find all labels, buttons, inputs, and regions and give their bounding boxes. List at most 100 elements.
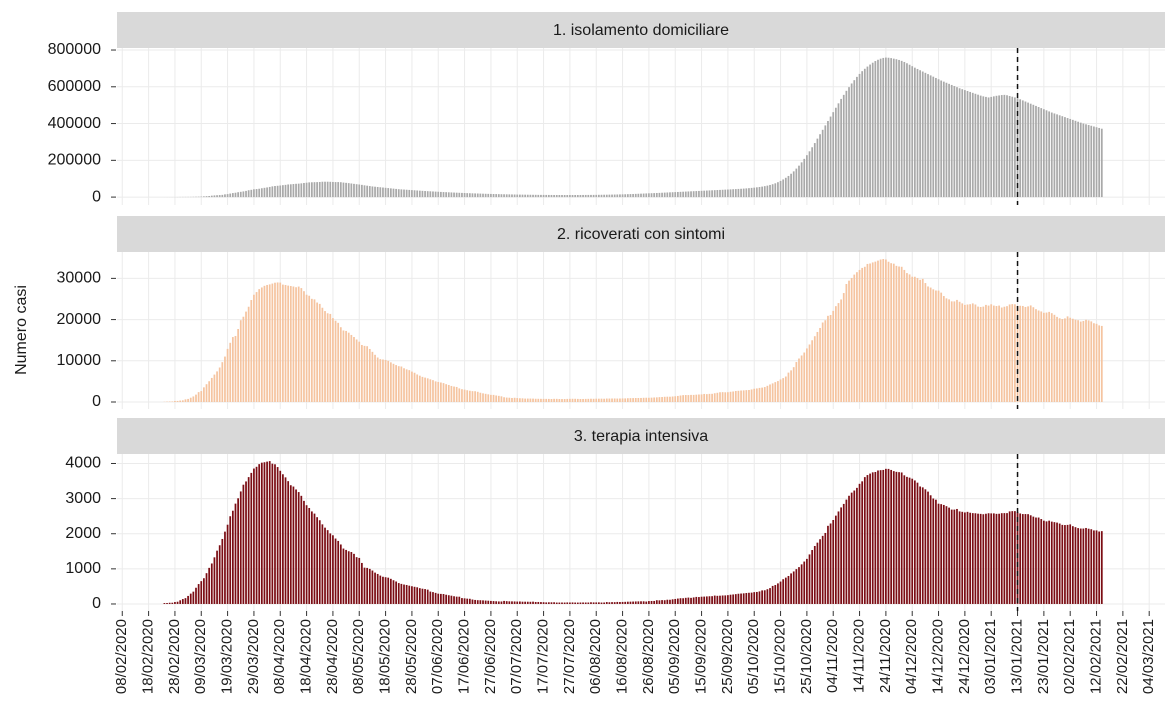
bar bbox=[708, 393, 711, 402]
bar bbox=[732, 391, 735, 402]
bar bbox=[695, 394, 698, 402]
bar bbox=[716, 190, 719, 198]
x-tick-label: 12/02/2021 bbox=[1088, 619, 1105, 694]
bar bbox=[850, 492, 853, 604]
bar bbox=[658, 397, 661, 402]
bar bbox=[266, 284, 268, 402]
bar bbox=[411, 586, 413, 604]
bar bbox=[676, 395, 679, 402]
x-tick-label: 28/05/2020 bbox=[403, 619, 420, 694]
bar bbox=[808, 554, 811, 604]
bar bbox=[1050, 313, 1053, 402]
bar bbox=[616, 398, 619, 402]
bar bbox=[313, 182, 316, 198]
bar bbox=[1021, 305, 1024, 402]
bar bbox=[953, 301, 956, 402]
bar bbox=[890, 263, 893, 402]
bar bbox=[376, 573, 379, 604]
bar bbox=[885, 468, 887, 604]
bar bbox=[553, 194, 555, 198]
bar bbox=[484, 393, 487, 402]
bar bbox=[245, 190, 247, 198]
bar bbox=[318, 520, 321, 604]
bar bbox=[1024, 514, 1027, 604]
bar bbox=[682, 191, 684, 198]
bar bbox=[253, 468, 255, 604]
bar bbox=[358, 184, 361, 198]
x-tick-label: 14/11/2020 bbox=[851, 619, 868, 693]
bar bbox=[226, 524, 229, 604]
bar bbox=[732, 594, 735, 604]
bar bbox=[900, 60, 903, 198]
bar bbox=[224, 194, 226, 198]
bar bbox=[745, 593, 748, 604]
bar bbox=[187, 398, 189, 402]
bar bbox=[969, 512, 972, 604]
bar bbox=[692, 191, 695, 198]
bar bbox=[413, 190, 416, 198]
bar bbox=[413, 372, 416, 402]
bar bbox=[645, 397, 648, 402]
bar bbox=[500, 194, 503, 198]
bar bbox=[339, 544, 342, 604]
bar bbox=[813, 545, 816, 604]
bar bbox=[313, 299, 316, 402]
bar bbox=[563, 602, 566, 604]
bar bbox=[524, 398, 527, 402]
bar bbox=[1056, 522, 1058, 604]
bar bbox=[645, 601, 648, 604]
bar bbox=[803, 158, 806, 198]
bar bbox=[421, 376, 424, 402]
bar bbox=[806, 558, 808, 604]
bar bbox=[442, 594, 445, 604]
bar bbox=[174, 602, 176, 604]
x-tick-label: 15/10/2020 bbox=[772, 619, 789, 694]
bar bbox=[790, 173, 792, 198]
bar bbox=[742, 188, 745, 198]
bar bbox=[289, 184, 292, 198]
bar bbox=[634, 601, 637, 604]
bar bbox=[329, 181, 332, 198]
bar bbox=[698, 190, 700, 198]
bar bbox=[632, 601, 634, 604]
bar bbox=[629, 398, 632, 402]
bar bbox=[690, 597, 692, 604]
x-tick-label: 07/06/2020 bbox=[429, 619, 446, 694]
bar bbox=[405, 189, 408, 198]
bar bbox=[195, 587, 197, 604]
bar bbox=[503, 194, 505, 198]
bar bbox=[1090, 321, 1093, 402]
bar bbox=[858, 483, 861, 604]
bar bbox=[874, 471, 877, 604]
bar bbox=[848, 87, 850, 198]
bar bbox=[766, 589, 769, 604]
bar bbox=[337, 322, 340, 402]
y-tick-label: 0 bbox=[92, 595, 101, 612]
bar bbox=[263, 462, 266, 604]
bar bbox=[774, 585, 777, 604]
bar bbox=[384, 359, 387, 402]
bar bbox=[703, 596, 706, 604]
bar bbox=[1006, 513, 1008, 604]
bar bbox=[258, 289, 261, 402]
bar bbox=[550, 194, 553, 198]
bar bbox=[316, 182, 318, 198]
bar bbox=[616, 194, 619, 198]
bar bbox=[508, 194, 511, 198]
bar bbox=[674, 396, 677, 402]
bar bbox=[661, 600, 663, 604]
bar bbox=[964, 304, 966, 402]
bar bbox=[945, 298, 948, 402]
bar bbox=[1061, 116, 1064, 198]
bar bbox=[366, 185, 369, 198]
bar bbox=[321, 307, 324, 402]
bar bbox=[429, 591, 432, 604]
bar bbox=[258, 188, 261, 198]
bar bbox=[819, 327, 821, 402]
bar bbox=[445, 192, 448, 198]
bar bbox=[347, 183, 350, 198]
bar bbox=[492, 601, 495, 604]
bar bbox=[329, 313, 332, 402]
x-tick-label: 17/07/2020 bbox=[535, 619, 552, 694]
bar bbox=[792, 571, 795, 604]
